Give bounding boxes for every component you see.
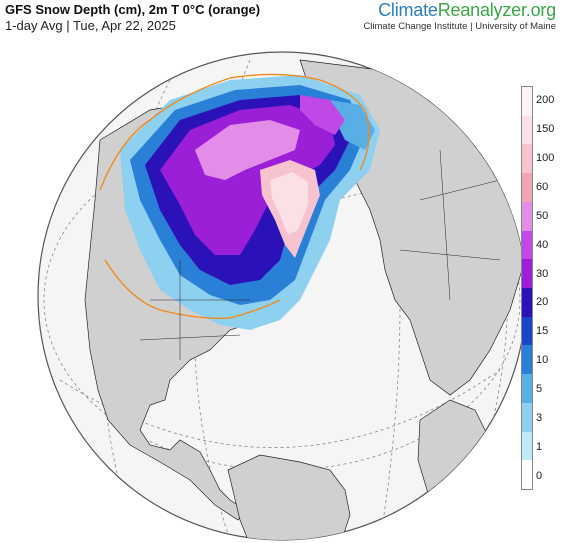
colorbar-labels: 200 150 100 60 50 40 30 20 15 10 5 3 1 0 bbox=[536, 86, 562, 490]
colorbar-label: 150 bbox=[536, 123, 555, 136]
brand-tagline: Climate Change Institute | University of… bbox=[363, 21, 556, 32]
colorbar-label: 15 bbox=[536, 325, 549, 338]
colorbar-segment bbox=[522, 431, 532, 461]
colorbar-segment bbox=[522, 345, 532, 375]
brand-logo[interactable]: ClimateReanalyzer.org bbox=[378, 0, 556, 20]
colorbar-label: 30 bbox=[536, 267, 549, 280]
snow-cover bbox=[120, 75, 380, 330]
colorbar-label: 1 bbox=[536, 440, 543, 453]
colorbar-label: 5 bbox=[536, 383, 543, 395]
colorbar-segment bbox=[522, 460, 532, 490]
south-america-land bbox=[227, 454, 351, 540]
colorbar-segment bbox=[522, 230, 532, 260]
colorbar-label: 20 bbox=[536, 296, 549, 309]
zero-degree-isotherm bbox=[99, 73, 370, 319]
colorbar-segment bbox=[522, 144, 532, 174]
chart-title: GFS Snow Depth (cm), 2m T 0°C (orange) bbox=[5, 2, 261, 17]
colorbar-segment bbox=[522, 201, 532, 231]
colorbar-segment bbox=[522, 402, 532, 432]
colorbar-segment bbox=[522, 374, 532, 403]
colorbar-segment bbox=[522, 87, 532, 116]
colorbar-label: 10 bbox=[536, 354, 549, 367]
colorbar bbox=[521, 86, 533, 490]
colorbar-label: 3 bbox=[536, 411, 543, 424]
colorbar-label: 40 bbox=[536, 238, 549, 251]
africa-land bbox=[417, 399, 491, 521]
chart-subtitle: 1-day Avg | Tue, Apr 22, 2025 bbox=[5, 18, 176, 33]
colorbar-segment bbox=[522, 316, 532, 346]
colorbar-label: 100 bbox=[536, 152, 555, 165]
colorbar-label: 60 bbox=[536, 181, 549, 193]
colorbar-label: 0 bbox=[536, 469, 543, 482]
colorbar-label: 50 bbox=[536, 209, 549, 222]
colorbar-segment bbox=[522, 173, 532, 202]
country-borders bbox=[139, 149, 501, 360]
colorbar-segment bbox=[522, 288, 532, 317]
colorbar-segment bbox=[522, 259, 532, 289]
colorbar-segment bbox=[522, 115, 532, 145]
colorbar-label: 200 bbox=[536, 94, 555, 107]
